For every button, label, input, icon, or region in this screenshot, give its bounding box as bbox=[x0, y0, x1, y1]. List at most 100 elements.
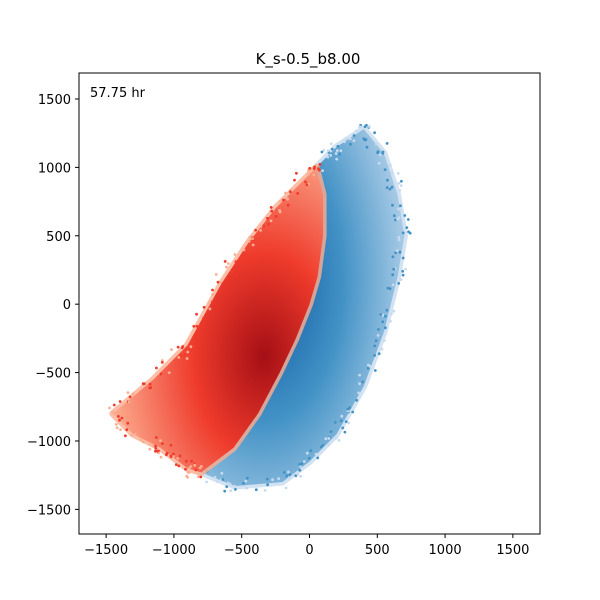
red-series-particle bbox=[266, 216, 269, 220]
blue-series-particle bbox=[396, 217, 400, 221]
x-tick-label: 1500 bbox=[496, 543, 529, 558]
red-series-particle bbox=[223, 260, 227, 263]
blue-series-particle bbox=[384, 314, 387, 318]
blue-series-particle bbox=[343, 430, 347, 434]
red-series-particle bbox=[172, 452, 175, 456]
red-series-particle bbox=[214, 273, 218, 276]
red-series-particle bbox=[119, 428, 122, 431]
red-series-particle bbox=[208, 301, 212, 305]
blue-series-particle bbox=[284, 486, 288, 490]
blue-series-particle bbox=[373, 354, 376, 357]
blue-series-particle bbox=[361, 380, 365, 384]
red-series-particle bbox=[112, 410, 116, 414]
red-series-particle bbox=[211, 300, 214, 304]
blue-series-particle bbox=[403, 214, 407, 217]
blue-series-particle bbox=[380, 347, 384, 351]
red-series-particle bbox=[172, 455, 175, 458]
y-tick-label: 1500 bbox=[38, 93, 71, 108]
blue-series-particle bbox=[401, 273, 405, 277]
blue-series-particle bbox=[320, 150, 324, 154]
blue-series-particle bbox=[348, 137, 352, 141]
red-series-particle bbox=[128, 395, 132, 399]
blue-series-particle bbox=[405, 226, 409, 230]
red-series-particle bbox=[117, 415, 120, 418]
blue-series-particle bbox=[346, 407, 350, 411]
red-series-particle bbox=[248, 235, 252, 239]
red-series-particle bbox=[181, 345, 185, 348]
red-series-particle bbox=[148, 442, 152, 446]
blue-series-particle bbox=[367, 125, 371, 128]
red-series-particle bbox=[127, 400, 131, 404]
blue-series-particle bbox=[378, 153, 382, 157]
blue-series-particle bbox=[358, 382, 361, 386]
blue-series-particle bbox=[298, 468, 302, 472]
red-series-particle bbox=[274, 215, 278, 218]
red-series-particle bbox=[176, 345, 180, 349]
blue-series-particle bbox=[220, 471, 224, 475]
blue-series-body bbox=[201, 129, 405, 487]
blue-series-particle bbox=[229, 489, 233, 493]
blue-series-particle bbox=[357, 391, 360, 395]
blue-series-particle bbox=[399, 278, 403, 281]
red-series-particle bbox=[234, 260, 238, 263]
red-series-particle bbox=[270, 209, 274, 213]
red-series-particle bbox=[259, 224, 263, 228]
red-series-particle bbox=[195, 324, 199, 328]
blue-series-particle bbox=[397, 282, 401, 285]
red-series-particle bbox=[148, 447, 152, 451]
red-series-particle bbox=[193, 340, 197, 343]
red-series-particle bbox=[177, 464, 181, 468]
red-series-particle bbox=[185, 357, 189, 360]
red-series-particle bbox=[155, 366, 158, 370]
blue-series-particle bbox=[389, 320, 392, 323]
red-series-particle bbox=[225, 265, 228, 269]
blue-series-particle bbox=[385, 308, 389, 312]
red-series-particle bbox=[293, 178, 296, 182]
red-series-particle bbox=[211, 288, 214, 292]
blue-series-particle bbox=[266, 483, 269, 487]
blue-series-particle bbox=[376, 334, 380, 337]
blue-series-particle bbox=[390, 185, 394, 189]
blue-series-particle bbox=[394, 218, 397, 222]
blue-series-particle bbox=[307, 456, 311, 460]
blue-series-particle bbox=[327, 443, 331, 447]
blue-series-particle bbox=[277, 477, 281, 481]
red-series-particle bbox=[118, 400, 122, 403]
blue-series-particle bbox=[399, 184, 403, 188]
blue-series-particle bbox=[386, 178, 389, 182]
red-series-particle bbox=[120, 416, 124, 420]
blue-series-particle bbox=[233, 484, 237, 488]
red-series-particle bbox=[241, 259, 245, 263]
red-series-particle bbox=[262, 224, 266, 228]
blue-series-particle bbox=[326, 155, 330, 159]
red-series-particle bbox=[155, 436, 158, 439]
red-series-particle bbox=[148, 382, 152, 386]
blue-series-particle bbox=[330, 147, 334, 151]
red-series-particle bbox=[159, 455, 163, 459]
blue-series-particle bbox=[343, 140, 346, 144]
red-series-particle bbox=[185, 474, 189, 478]
red-series-particle bbox=[313, 165, 317, 169]
red-series-particle bbox=[108, 406, 111, 410]
blue-series-particle bbox=[385, 142, 389, 145]
y-tick-label: −500 bbox=[35, 367, 71, 382]
red-series-particle bbox=[124, 434, 127, 438]
red-series-particle bbox=[195, 312, 199, 316]
red-series-particle bbox=[126, 421, 130, 425]
x-tick-label: 1000 bbox=[429, 543, 462, 558]
blue-series-particle bbox=[335, 157, 339, 161]
red-series-particle bbox=[177, 356, 181, 359]
red-series-particle bbox=[126, 391, 130, 394]
blue-series-particle bbox=[391, 283, 395, 287]
blue-series-particle bbox=[374, 142, 378, 146]
red-series-particle bbox=[141, 440, 145, 444]
red-series-particle bbox=[317, 168, 321, 172]
blue-series-particle bbox=[228, 482, 232, 486]
red-series-particle bbox=[193, 463, 197, 467]
red-series-particle bbox=[219, 280, 223, 284]
red-series-particle bbox=[269, 206, 273, 209]
blue-series-particle bbox=[366, 366, 370, 370]
red-series-particle bbox=[230, 270, 234, 273]
blue-series-particle bbox=[377, 328, 380, 331]
red-series-particle bbox=[197, 475, 200, 479]
